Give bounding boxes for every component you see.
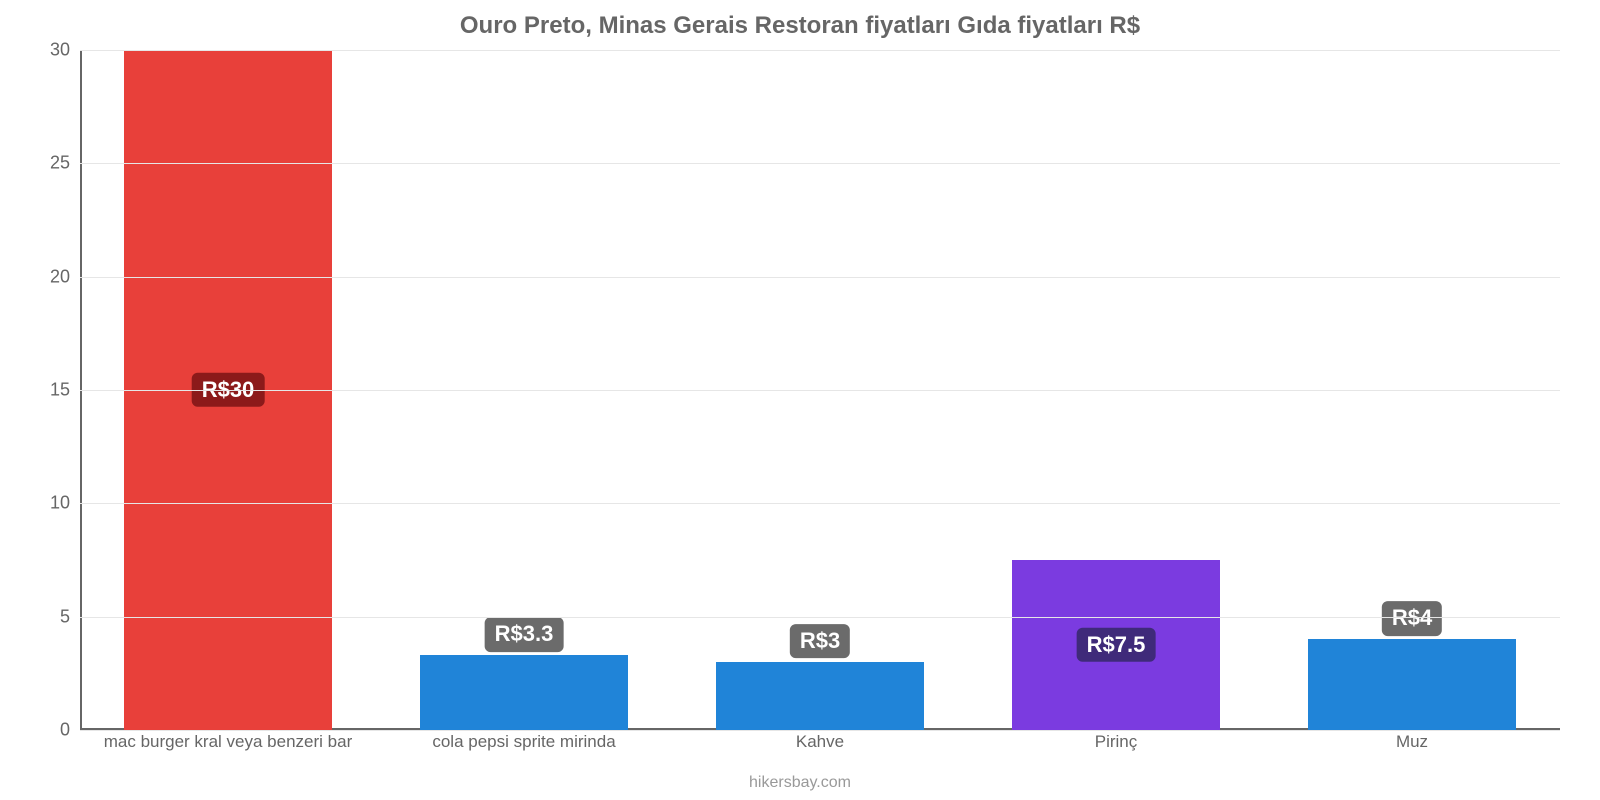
gridline	[80, 730, 1560, 731]
bar-value-label: R$7.5	[1077, 628, 1156, 662]
chart-title: Ouro Preto, Minas Gerais Restoran fiyatl…	[0, 12, 1600, 40]
bar: R$4	[1308, 639, 1515, 730]
gridline	[80, 163, 1560, 164]
credit-label: hikersbay.com	[0, 774, 1600, 792]
y-tick-label: 25	[50, 153, 80, 174]
y-tick-label: 30	[50, 40, 80, 61]
gridline	[80, 617, 1560, 618]
x-axis-category-label: Pirinç	[968, 732, 1264, 752]
bar: R$7.5	[1012, 560, 1219, 730]
y-tick-label: 10	[50, 493, 80, 514]
bar-value-label: R$4	[1382, 602, 1442, 636]
x-axis-category-label: cola pepsi sprite mirinda	[376, 732, 672, 752]
y-tick-label: 15	[50, 380, 80, 401]
bar-value-label: R$3	[790, 624, 850, 658]
y-tick-label: 0	[60, 720, 80, 741]
gridline	[80, 50, 1560, 51]
x-axis-category-label: Kahve	[672, 732, 968, 752]
price-bar-chart: Ouro Preto, Minas Gerais Restoran fiyatl…	[0, 0, 1600, 800]
x-axis-labels: mac burger kral veya benzeri barcola pep…	[80, 732, 1560, 752]
plot-area: R$30R$3.3R$3R$7.5R$4 051015202530	[80, 50, 1560, 730]
bar: R$3.3	[420, 655, 627, 730]
gridline	[80, 390, 1560, 391]
y-tick-label: 5	[60, 606, 80, 627]
x-axis-category-label: mac burger kral veya benzeri bar	[80, 732, 376, 752]
y-tick-label: 20	[50, 266, 80, 287]
gridline	[80, 277, 1560, 278]
bar-value-label: R$3.3	[485, 617, 564, 651]
bar: R$3	[716, 662, 923, 730]
x-axis-category-label: Muz	[1264, 732, 1560, 752]
gridline	[80, 503, 1560, 504]
